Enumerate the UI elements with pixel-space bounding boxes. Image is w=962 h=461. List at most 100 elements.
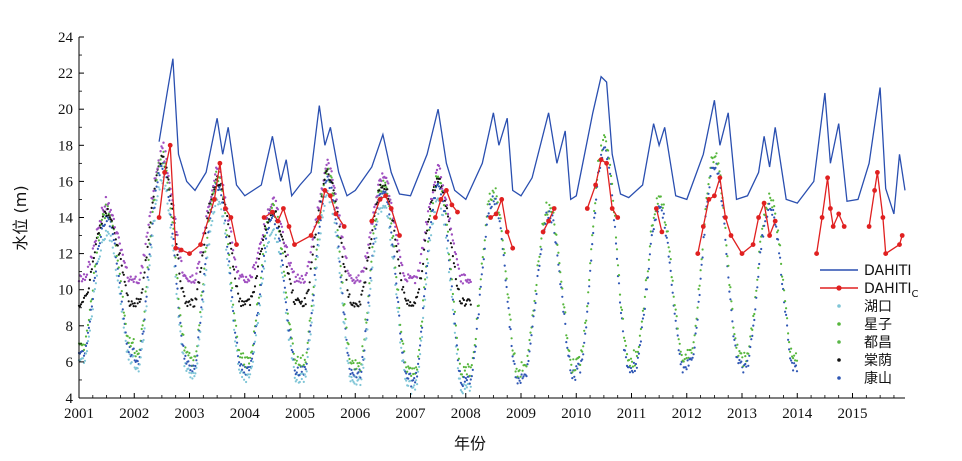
gauge-dot: [795, 359, 799, 362]
gauge-dot: [451, 298, 454, 301]
gauge-dot: [112, 252, 115, 255]
gauge-dot: [317, 221, 320, 224]
gauge-dot: [664, 234, 667, 237]
gauge-dot: [82, 348, 86, 351]
gauge-dot: [145, 235, 148, 238]
gauge-dot: [257, 312, 261, 316]
gauge-dot: [226, 214, 229, 218]
gauge-dot: [392, 234, 395, 238]
gauge-dot: [338, 250, 341, 253]
gauge-dot: [374, 240, 377, 243]
gauge-dot: [262, 267, 266, 270]
gauge-dot: [479, 278, 482, 281]
gauge-dot: [518, 379, 521, 382]
gauge-dot: [339, 276, 342, 279]
gauge-dot: [670, 283, 673, 286]
gauge-dot: [301, 278, 304, 281]
gauge-dot: [118, 281, 121, 284]
gauge-dot: [136, 367, 139, 370]
gauge-dot: [568, 355, 571, 358]
gauge-dot: [254, 334, 258, 337]
gauge-dot: [384, 204, 387, 208]
gauge-dot: [282, 270, 285, 273]
gauge-dot: [252, 342, 256, 345]
gauge-dot: [85, 292, 89, 296]
gauge-dot: [349, 372, 352, 376]
gauge-dot: [591, 243, 594, 246]
gauge-dot: [412, 304, 415, 307]
gauge-dot: [178, 272, 181, 275]
gauge-dot: [631, 371, 635, 374]
gauge-dot: [502, 254, 505, 257]
gauge-dot: [213, 179, 216, 182]
gauge-dot: [457, 357, 460, 360]
gauge-dot: [491, 189, 494, 192]
gauge-dot: [402, 342, 405, 345]
gauge-dot: [415, 276, 419, 279]
gauge-dot: [100, 206, 104, 209]
gauge-dot: [234, 331, 237, 334]
gauge-dot: [323, 178, 326, 181]
gauge-dot: [433, 181, 437, 184]
gauge-dot: [116, 244, 119, 247]
gauge-dot: [124, 322, 127, 325]
gauge-dot: [733, 338, 736, 341]
gauge-dot: [82, 354, 86, 357]
gauge-dot: [678, 342, 681, 345]
gauge-dot: [153, 219, 156, 222]
gauge-dot: [97, 226, 101, 229]
gauge-dot: [211, 189, 214, 192]
gauge-dot: [277, 225, 280, 228]
gauge-dot: [377, 183, 380, 186]
gauge-dot: [430, 201, 433, 204]
gauge-dot: [522, 375, 525, 378]
legend-label-tangyin: 棠荫: [864, 353, 892, 369]
gauge-dot: [400, 338, 403, 341]
gauge-dot: [470, 364, 473, 367]
gauge-dot: [453, 310, 456, 313]
gauge-dot: [635, 366, 639, 369]
gauge-dot: [146, 286, 149, 289]
gauge-dot: [238, 349, 241, 352]
gauge-dot: [86, 265, 90, 268]
gauge-dot: [578, 355, 581, 359]
gauge-dot: [421, 326, 424, 329]
gauge-dot: [789, 350, 792, 353]
gauge-dot: [544, 213, 547, 216]
gauge-dot: [296, 355, 299, 358]
gauge-dot: [534, 289, 537, 292]
gauge-dot: [359, 383, 362, 387]
gauge-dot: [197, 336, 200, 339]
gauge-dot: [278, 239, 281, 242]
gauge-dot: [674, 319, 677, 322]
gauge-dot: [740, 360, 743, 363]
dahitic-point: [584, 206, 590, 211]
gauge-dot: [443, 196, 447, 199]
gauge-dot: [449, 227, 453, 230]
gauge-dot: [404, 297, 407, 300]
gauge-dot: [191, 377, 194, 380]
dahitic-point: [499, 197, 505, 202]
gauge-dot: [327, 162, 330, 165]
gauge-dot: [670, 276, 673, 279]
gauge-dot: [101, 215, 104, 218]
gauge-dot: [108, 210, 112, 214]
gauge-dot: [119, 292, 122, 295]
gauge-dot: [259, 295, 263, 298]
gauge-dot: [429, 214, 432, 217]
gauge-dot: [396, 306, 399, 309]
gauge-dot: [117, 236, 121, 239]
gauge-dot: [668, 261, 671, 264]
gauge-dot: [414, 302, 417, 305]
gauge-dot: [108, 239, 111, 242]
gauge-dot: [639, 340, 643, 343]
gauge-dot: [285, 296, 288, 299]
gauge-dot: [412, 372, 415, 376]
gauge-dot: [793, 362, 796, 365]
gauge-dot: [791, 355, 794, 358]
gauge-dot: [183, 349, 186, 352]
gauge-dot: [774, 212, 777, 215]
gauge-dot: [435, 177, 439, 180]
gauge-dot: [240, 304, 243, 308]
legend-label-dahiti: DAHITI: [864, 263, 911, 279]
